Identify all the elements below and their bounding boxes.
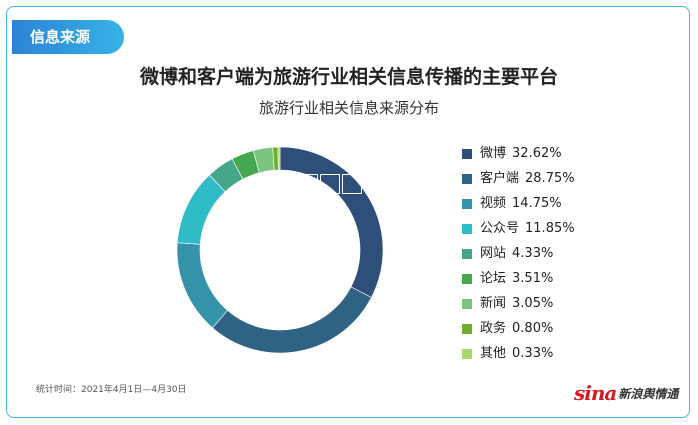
legend-swatch: [462, 323, 472, 334]
legend-value: 14.75%: [512, 196, 562, 211]
legend-item: 网站 4.33%: [462, 241, 682, 266]
section-tag: 信息来源: [12, 20, 124, 54]
legend-item: 政务 0.80%: [462, 316, 682, 341]
legend-label: 视频: [480, 196, 507, 211]
watermark-box: [342, 174, 362, 194]
legend-item: 其他 0.33%: [462, 341, 682, 366]
legend-label: 公众号: [480, 221, 520, 236]
watermark-box: [298, 174, 318, 194]
legend-item: 客户端 28.75%: [462, 166, 682, 191]
watermark-box: [320, 174, 340, 194]
legend-item: 微博 32.62%: [462, 141, 682, 166]
report-card: [6, 6, 690, 418]
legend-item: 论坛 3.51%: [462, 266, 682, 291]
chart-legend: 微博 32.62% 客户端 28.75% 视频 14.75% 公众号 11.85% 网站 4.33…: [462, 141, 682, 366]
logo-name: 新浪舆情通: [618, 386, 679, 401]
donut-slice-0: [279, 146, 384, 298]
legend-swatch: [462, 348, 472, 359]
sina-logo: sina 新浪舆情通: [574, 380, 678, 406]
logo-brand: sina: [574, 381, 617, 405]
headline: 微博和客户端为旅游行业相关信息传播的主要平台: [139, 66, 558, 88]
legend-label: 微博: [480, 146, 507, 161]
legend-label: 客户端: [480, 171, 520, 186]
legend-swatch: [462, 298, 472, 309]
legend-swatch: [462, 223, 472, 234]
legend-label: 新闻: [480, 296, 507, 311]
donut-slice-3: [176, 174, 226, 245]
legend-value: 3.05%: [512, 296, 554, 311]
legend-swatch: [462, 173, 472, 184]
legend-value: 0.33%: [512, 346, 554, 361]
legend-label: 政务: [480, 321, 507, 336]
legend-value: 4.33%: [512, 246, 554, 261]
legend-item: 视频 14.75%: [462, 191, 682, 216]
legend-item: 新闻 3.05%: [462, 291, 682, 316]
donut-slice-8: [277, 146, 281, 171]
legend-item: 公众号 11.85%: [462, 216, 682, 241]
legend-value: 11.85%: [525, 221, 575, 236]
legend-label: 网站: [480, 246, 507, 261]
chart-title: 旅游行业相关信息来源分布: [258, 99, 439, 117]
legend-swatch: [462, 148, 472, 159]
legend-value: 28.75%: [525, 171, 575, 186]
stat-period-note: 统计时间：2021年4月1日—4月30日: [36, 385, 187, 395]
legend-value: 0.80%: [512, 321, 554, 336]
donut-slice-1: [212, 286, 372, 354]
legend-swatch: [462, 198, 472, 209]
legend-value: 32.62%: [512, 146, 562, 161]
legend-swatch: [462, 273, 472, 284]
watermark-boxes: [298, 174, 362, 194]
legend-label: 论坛: [480, 271, 507, 286]
legend-value: 3.51%: [512, 271, 554, 286]
legend-label: 其他: [480, 346, 507, 361]
donut-slice-2: [176, 242, 228, 329]
legend-swatch: [462, 248, 472, 259]
